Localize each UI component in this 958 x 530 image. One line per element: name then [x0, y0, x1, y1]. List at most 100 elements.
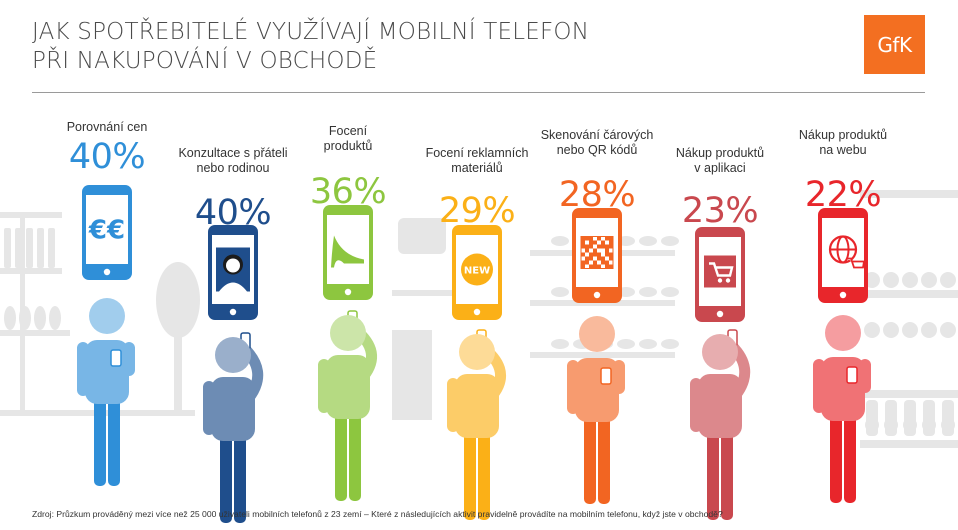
person-silhouette — [77, 298, 135, 486]
category-label-line: Porovnání cen — [66, 120, 148, 134]
handbag-silhouette — [398, 218, 446, 254]
cart-wheel — [717, 278, 723, 283]
title-line-2: PŘI NAKUPOVÁNÍ V OBCHODĚ — [32, 48, 378, 74]
phone-home-button — [229, 308, 237, 316]
bottle-silhouette — [4, 228, 11, 268]
mannequin-silhouette — [156, 262, 200, 338]
person-leg — [94, 396, 106, 486]
qr-module — [605, 264, 609, 269]
qr-module — [593, 240, 597, 245]
qr-module — [593, 260, 597, 265]
qr-module — [609, 236, 613, 241]
activity-figure — [813, 208, 871, 503]
qr-module — [609, 244, 613, 249]
person-head — [89, 298, 125, 334]
qr-module — [605, 260, 609, 265]
boots-silhouette — [392, 330, 432, 420]
pot-silhouette — [903, 418, 917, 432]
glasses-silhouette — [551, 236, 569, 246]
person-leg — [234, 433, 246, 523]
person-torso — [85, 340, 129, 404]
person-arm — [859, 359, 871, 393]
person-head — [459, 334, 495, 370]
person-leg — [478, 430, 490, 520]
person-leg — [464, 430, 476, 520]
bottle-silhouette — [37, 228, 44, 268]
value-label: 23% — [681, 191, 759, 231]
person-leg — [844, 413, 856, 503]
qr-module — [601, 256, 605, 261]
qr-code-icon — [580, 236, 614, 269]
pot-silhouette — [883, 322, 899, 338]
person-leg — [584, 414, 596, 504]
person-silhouette — [567, 316, 625, 504]
shelf — [0, 330, 70, 336]
category-label-line: Focení — [328, 124, 368, 138]
activity-figure: NEW — [447, 225, 507, 520]
category-label-line: Nákup produktů — [798, 128, 888, 142]
glasses-silhouette — [661, 339, 679, 349]
shelf — [392, 290, 462, 296]
category-label-line: Nákup produktů — [675, 146, 765, 160]
person-head — [330, 315, 366, 351]
category-label-line: Focení reklamních — [425, 146, 529, 160]
bottle-silhouette — [49, 306, 61, 330]
pot-silhouette — [941, 418, 955, 432]
glasses-silhouette — [661, 236, 679, 246]
category-label-line: materiálů — [451, 161, 503, 175]
qr-module — [597, 244, 601, 249]
value-label: 36% — [309, 172, 387, 212]
pot-silhouette — [864, 322, 880, 338]
category-label-line: Konzultace s přáteli — [178, 146, 288, 160]
qr-module — [581, 244, 585, 249]
glasses-silhouette — [661, 287, 679, 297]
qr-module — [589, 252, 593, 257]
handheld-phone — [846, 366, 858, 384]
person-head — [702, 334, 738, 370]
title-line-1: JAK SPOTŘEBITELÉ VYUŽÍVAJÍ MOBILNÍ TELEF… — [32, 19, 590, 45]
handheld-phone — [600, 367, 612, 385]
activity-figure — [567, 208, 625, 504]
category-label: Konzultace s přáteli nebo rodinou — [163, 146, 303, 176]
person-silhouette — [318, 310, 378, 501]
mini-cart — [847, 257, 866, 269]
category-label: Focení reklamních materiálů — [407, 146, 547, 176]
cart-wheel — [725, 278, 731, 283]
person-arm — [690, 378, 702, 432]
bottle-silhouette — [26, 228, 33, 268]
bottle-silhouette — [19, 306, 31, 330]
qr-module — [609, 256, 613, 261]
category-label: Nákup produktů v aplikaci — [650, 146, 790, 176]
person-leg — [721, 430, 733, 520]
person-arm — [567, 360, 579, 414]
high-heel-shape — [331, 235, 364, 268]
person-leg — [335, 411, 347, 501]
pot-silhouette — [884, 418, 898, 432]
pot-silhouette — [883, 272, 899, 288]
qr-module — [597, 252, 601, 257]
phone-home-button — [103, 268, 111, 276]
person-leg — [108, 396, 120, 486]
qr-module — [581, 252, 585, 257]
category-label-line: v aplikaci — [694, 161, 746, 175]
pot-silhouette — [902, 322, 918, 338]
activity-figure — [318, 205, 378, 501]
person-arm — [813, 359, 825, 413]
qr-module — [585, 236, 589, 241]
category-label: Porovnání cen — [37, 120, 177, 135]
qr-module — [589, 236, 593, 241]
badge-text: NEW — [464, 266, 490, 277]
shoe-icon — [331, 235, 364, 268]
person-head — [215, 337, 251, 373]
category-label: Nákup produktů na webu — [773, 128, 913, 158]
qr-module — [609, 240, 613, 245]
mannequin-stand — [174, 336, 182, 410]
phone-screen — [86, 195, 128, 264]
pot-silhouette — [922, 418, 936, 432]
qr-module — [589, 240, 593, 245]
gfk-logo: GfK — [864, 15, 925, 74]
pot-silhouette — [921, 322, 937, 338]
bottle-silhouette — [34, 306, 46, 330]
category-label-line: Skenování čárových — [540, 128, 654, 142]
glasses-silhouette — [551, 339, 569, 349]
